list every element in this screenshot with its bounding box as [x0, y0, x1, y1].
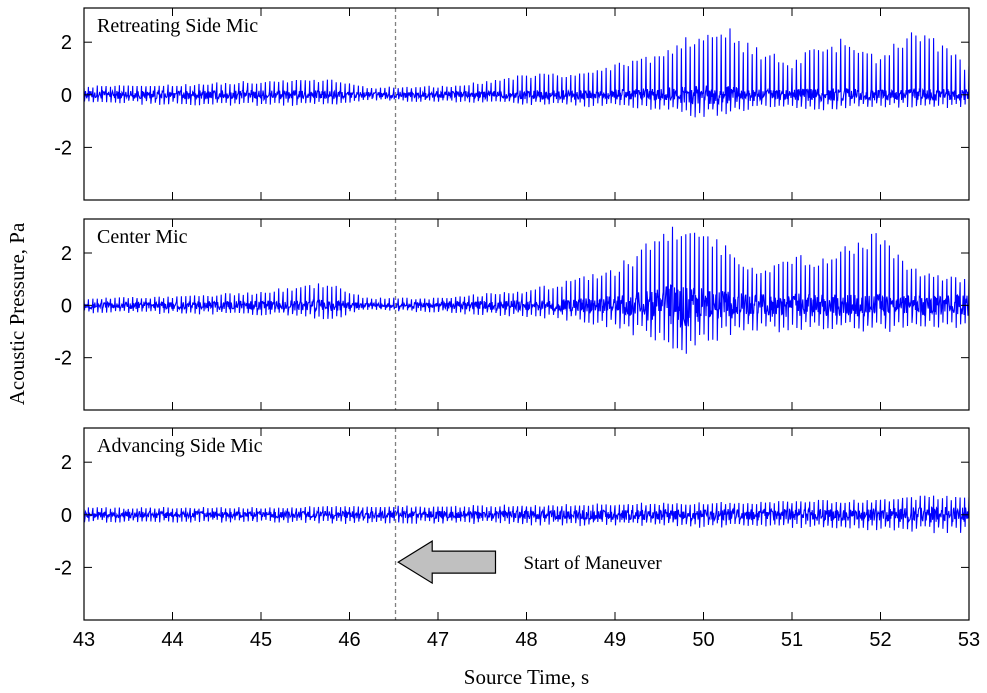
y-tick-label: 2: [61, 243, 72, 265]
x-tick-label: 45: [250, 629, 272, 651]
panel-title: Center Mic: [97, 226, 188, 248]
y-tick-label: -2: [54, 137, 72, 159]
x-tick-label: 44: [161, 629, 183, 651]
x-tick-label: 51: [781, 629, 803, 651]
y-axis-label: Acoustic Pressure, Pa: [5, 222, 29, 405]
panel-3: 2 0 -2 Advancing Side Mic: [54, 427, 970, 621]
x-tick-label: 49: [604, 629, 626, 651]
maneuver-arrow: [397, 540, 497, 585]
x-tick-label: 53: [958, 629, 980, 651]
panel-2: 2 0 -2 Center Mic: [54, 218, 970, 411]
x-tick-label: 46: [338, 629, 360, 651]
signal-trace: [84, 28, 969, 118]
x-axis-label: Source Time, s: [464, 665, 589, 689]
panel-title: Advancing Side Mic: [97, 435, 263, 457]
x-tick-label: 47: [427, 629, 449, 651]
y-tick-label: 2: [61, 32, 72, 54]
y-tick-label: 0: [61, 295, 72, 317]
x-tick-label: 43: [73, 629, 95, 651]
maneuver-annotation: Start of Maneuver: [397, 540, 663, 585]
panel-1: 2 0 -2 Retreating Side Mic: [54, 7, 970, 201]
y-tick-label: 0: [61, 505, 72, 527]
y-tick-label: 0: [61, 85, 72, 107]
y-tick-label: 2: [61, 452, 72, 474]
y-tick-label: -2: [54, 557, 72, 579]
signal-trace: [84, 226, 969, 354]
x-tick-label: 48: [515, 629, 537, 651]
y-tick-label: -2: [54, 348, 72, 370]
x-tick-label: 50: [692, 629, 714, 651]
maneuver-label: Start of Maneuver: [524, 553, 663, 574]
panel-title: Retreating Side Mic: [97, 15, 258, 37]
signal-trace: [84, 495, 969, 534]
x-tick-label: 52: [869, 629, 891, 651]
